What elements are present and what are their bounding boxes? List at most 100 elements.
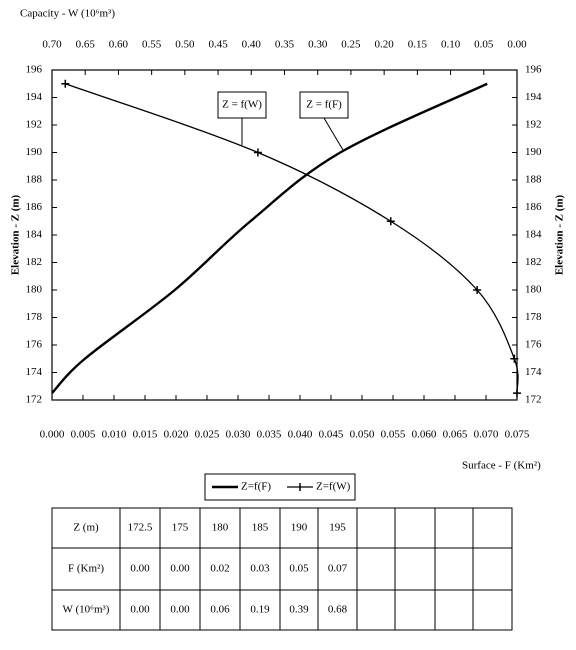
series-line: [65, 83, 519, 394]
legend-box: [204, 473, 356, 501]
point-marker: [386, 217, 395, 226]
y-tick-label: 178: [26, 311, 43, 323]
table-cell: [472, 507, 513, 549]
y-tick-label: 196: [26, 64, 43, 76]
legend-label: Z=f(F): [241, 481, 271, 493]
table-cell: [472, 589, 513, 631]
y-tick-label-right: 178: [525, 311, 542, 323]
x2-tick-label: 0.40: [242, 39, 262, 51]
table-value: 0.07: [328, 563, 348, 575]
y-tick-label: 192: [26, 119, 43, 131]
table-value: 0.00: [130, 604, 150, 616]
x2-tick-label: 0.45: [208, 39, 228, 51]
annotation: Z = f(F): [306, 99, 342, 111]
table-value: 172.5: [128, 522, 153, 534]
table-value: 0.00: [170, 604, 190, 616]
x-tick-label: 0.035: [257, 429, 282, 441]
table-cell: [356, 547, 396, 591]
table-cell: [472, 547, 513, 591]
table-cell: [394, 547, 436, 591]
x-tick-label: 0.065: [443, 429, 468, 441]
point-marker: [473, 286, 482, 294]
y-tick-label: 182: [26, 256, 43, 268]
x-tick-label: 0.020: [164, 429, 189, 441]
x-axis-title: Surface - F (Km²): [462, 460, 541, 472]
table-value: 0.19: [250, 604, 270, 616]
y-tick-label: 172: [26, 394, 43, 406]
point-marker: [253, 148, 262, 157]
table-value: 195: [329, 522, 346, 534]
y-tick-label-right: 188: [525, 174, 542, 186]
x2-tick-label: 0.50: [175, 39, 195, 51]
table-value: 175: [172, 522, 189, 534]
annotation-box: [299, 91, 349, 119]
x-tick-label: 0.000: [40, 429, 65, 441]
annotation-box: [217, 91, 267, 119]
point-marker: [510, 354, 519, 363]
y-tick-label: 174: [26, 366, 43, 378]
y-tick-label: 180: [26, 284, 43, 296]
y-tick-label-right: 184: [525, 229, 542, 241]
table-value: 0.00: [130, 563, 150, 575]
x-tick-label: 0.015: [133, 429, 158, 441]
series-line: [51, 82, 488, 394]
x-tick-label: 0.060: [412, 429, 437, 441]
y-tick-label-right: 172: [525, 394, 542, 406]
x-tick-label: 0.025: [195, 429, 220, 441]
table-value: 0.39: [289, 604, 309, 616]
y-tick-label-right: 194: [525, 91, 542, 103]
y-tick-label: 176: [26, 339, 43, 351]
table-cell: [434, 589, 474, 631]
y-tick-label: 194: [26, 91, 43, 103]
x-tick-label: 0.030: [226, 429, 251, 441]
x-tick-label: 0.075: [505, 429, 530, 441]
table-value: 0.06: [210, 604, 230, 616]
table-cell: [356, 507, 396, 549]
y-tick-label-right: 192: [525, 119, 542, 131]
x2-tick-label: 0.60: [109, 39, 129, 51]
y-axis-title: Elevation - Z (m): [10, 194, 22, 275]
table-value: 185: [252, 522, 269, 534]
x2-tick-label: 0.10: [441, 39, 461, 51]
data-table: Z (m) 172.5 175 180 185 190 195 F (Km²) 0.00 0.00…: [51, 507, 513, 631]
x2-tick-label: 0.15: [408, 39, 428, 51]
x-tick-label: 0.050: [350, 429, 375, 441]
point-marker: [61, 79, 70, 88]
y-tick-label-right: 174: [525, 366, 542, 378]
x2-tick-label: 0.05: [474, 39, 494, 51]
y-tick-label: 184: [26, 229, 43, 241]
table-value: 190: [291, 522, 308, 534]
table-cell: [434, 547, 474, 591]
legend-label: Z=f(W): [316, 481, 351, 493]
y-tick-label: 190: [26, 146, 43, 158]
plot-frame: [51, 69, 518, 401]
table-value: 0.00: [170, 563, 190, 575]
table-value: 180: [212, 522, 229, 534]
x-tick-label: 0.045: [319, 429, 344, 441]
x-tick-label: 0.010: [102, 429, 127, 441]
y-tick-label: 188: [26, 174, 43, 186]
table-cell: [394, 589, 436, 631]
x2-tick-label: 0.65: [76, 39, 96, 51]
annotation-arrow: [323, 117, 344, 151]
table-cell: [434, 507, 474, 549]
x-tick-label: 0.005: [71, 429, 96, 441]
table-value: 0.05: [289, 563, 309, 575]
y-tick-label-right: 176: [525, 339, 542, 351]
y-tick-label: 186: [26, 201, 43, 213]
table-row-header: F (Km²): [68, 563, 104, 575]
x2-axis-title: Capacity - W (10⁶m³): [20, 8, 115, 20]
table-cell: [394, 507, 436, 549]
x-tick-label: 0.070: [474, 429, 499, 441]
table-value: 0.03: [250, 563, 270, 575]
table-row-header: W (10⁶m³): [63, 604, 110, 616]
y-tick-label-right: 180: [525, 284, 542, 296]
x2-tick-label: 0.55: [142, 39, 162, 51]
table-value: 0.68: [328, 604, 348, 616]
x-tick-label: 0.055: [381, 429, 406, 441]
table-cell: [356, 589, 396, 631]
x2-tick-label: 0.30: [308, 39, 328, 51]
x2-tick-label: 0.35: [275, 39, 295, 51]
y-tick-label-right: 196: [525, 64, 542, 76]
